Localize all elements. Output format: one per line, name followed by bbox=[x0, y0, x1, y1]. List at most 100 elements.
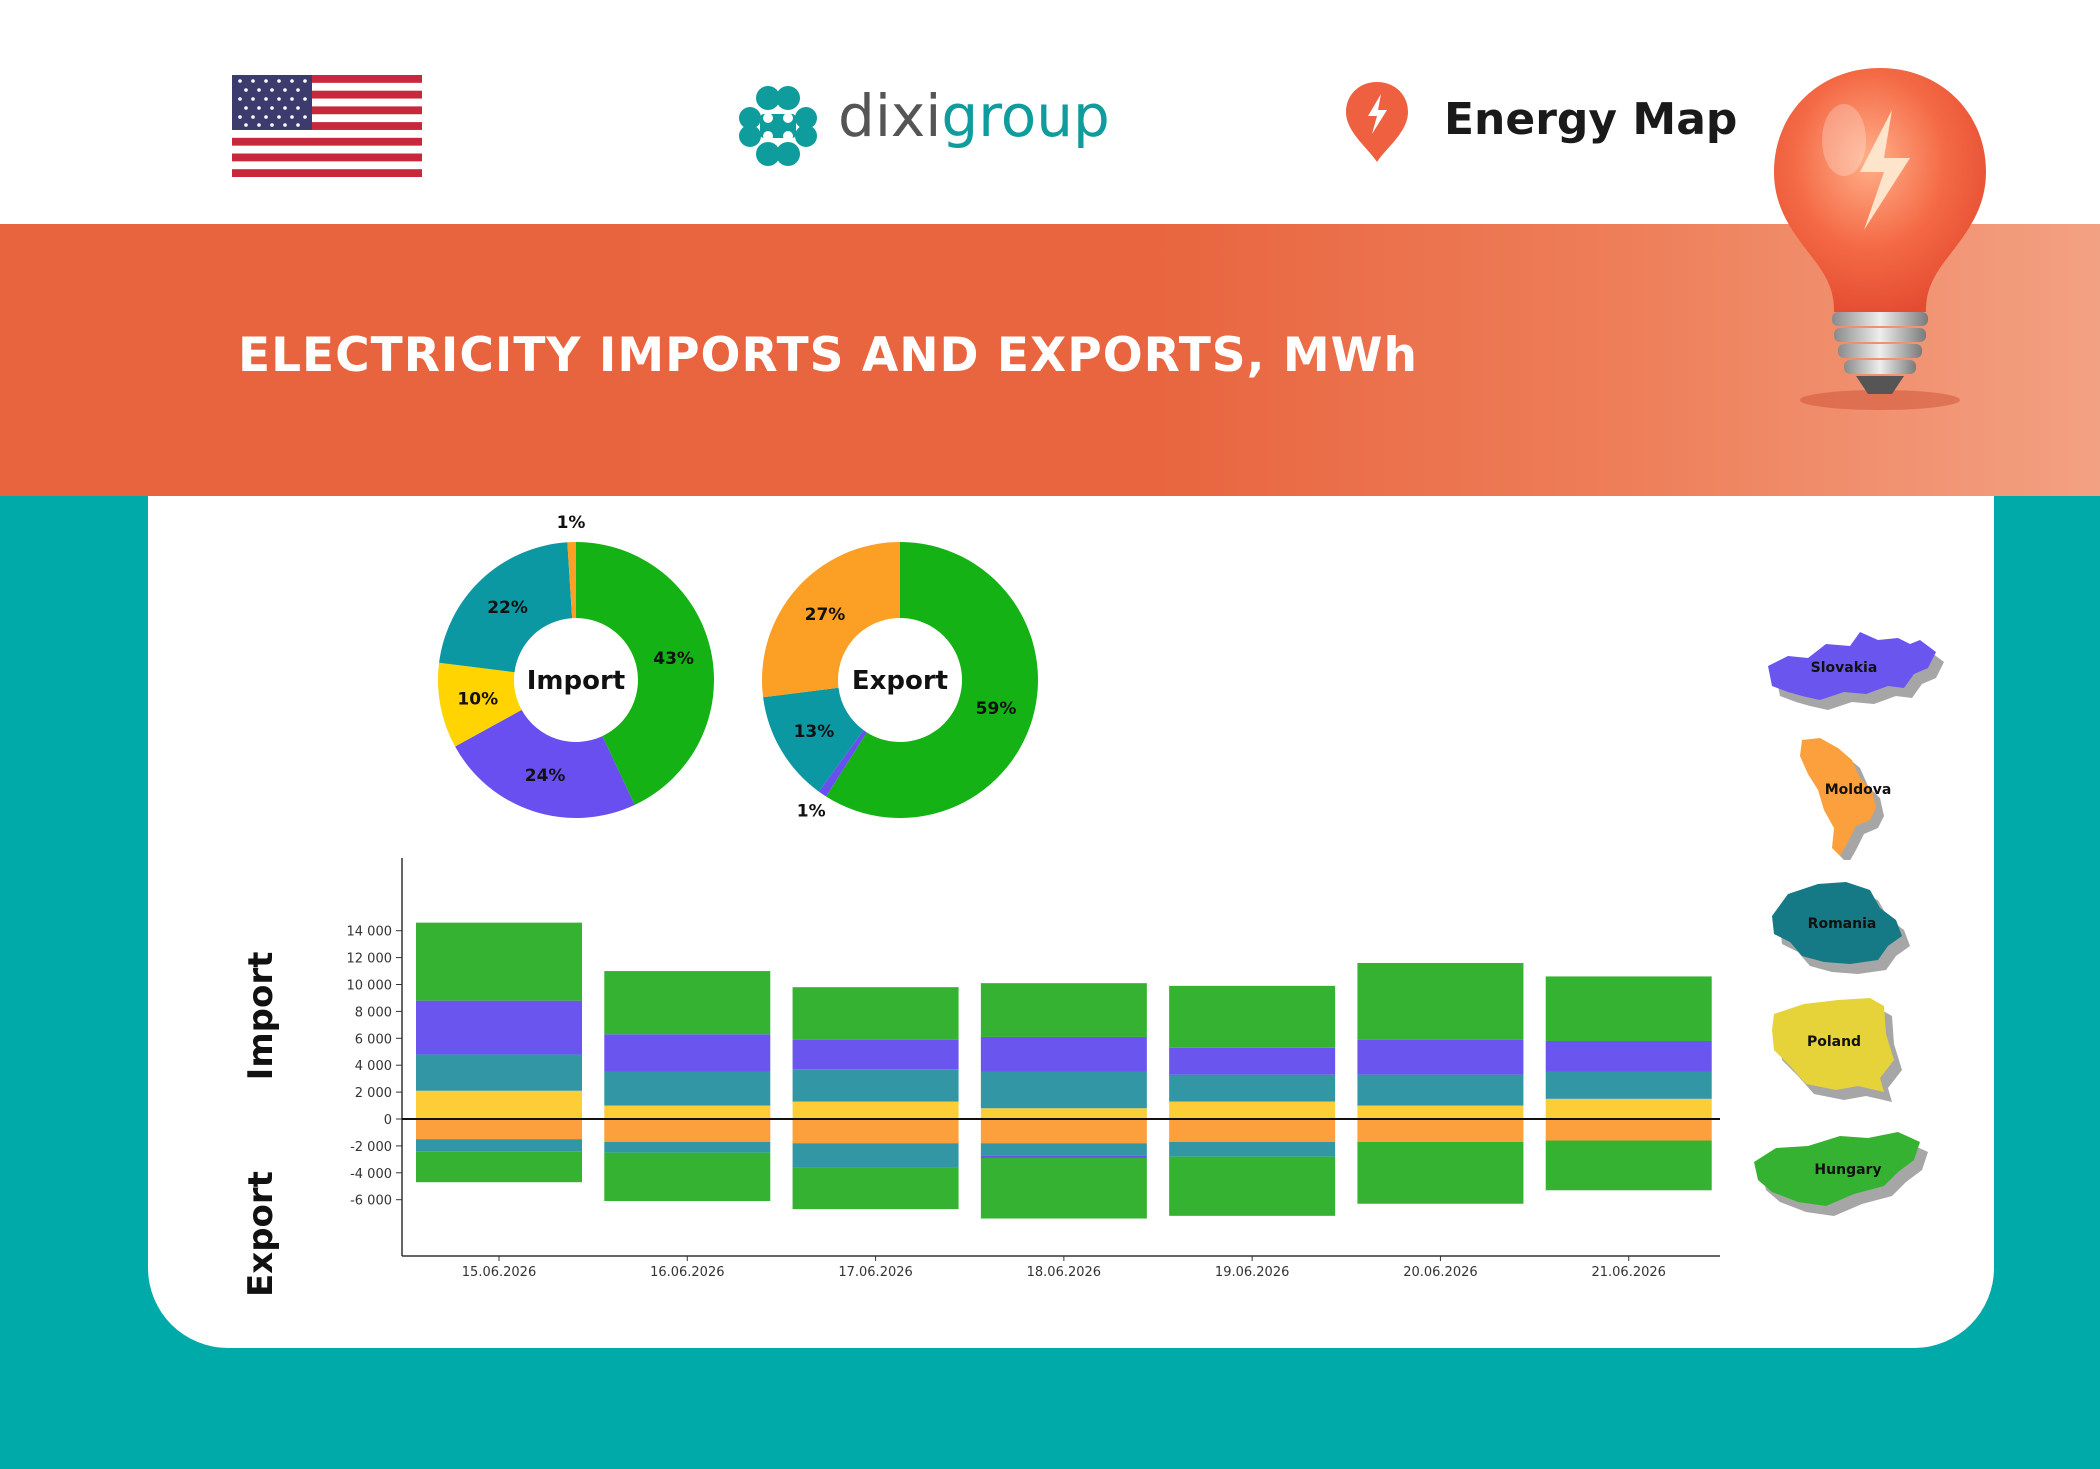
chart-card: 43% 24% 10% 22% 1% Import 59% 1% 13% 27% Export 15.… bbox=[148, 496, 1994, 1348]
bar-romania-import[interactable] bbox=[1357, 1074, 1524, 1106]
bar-poland-import[interactable] bbox=[1357, 1105, 1524, 1119]
bar-hungary-import[interactable] bbox=[416, 922, 582, 1001]
export-slice-label: 13% bbox=[794, 722, 835, 742]
y-tick-label: -6 000 bbox=[350, 1194, 392, 1209]
export-donut-slice[interactable] bbox=[818, 730, 867, 797]
dixigroup-logo-icon[interactable] bbox=[738, 84, 818, 168]
energy-map-pin-icon bbox=[1346, 82, 1408, 162]
bar-moldova-export[interactable] bbox=[1545, 1119, 1712, 1141]
bar-slovakia-import[interactable] bbox=[792, 1039, 959, 1070]
bar-hungary-export[interactable] bbox=[980, 1158, 1147, 1219]
x-tick-label: 16.06.2026 bbox=[650, 1265, 724, 1280]
bar-poland-import[interactable] bbox=[980, 1108, 1147, 1119]
bar-hungary-export[interactable] bbox=[1357, 1141, 1524, 1204]
y-tick-label: 6 000 bbox=[355, 1032, 392, 1047]
logo-text-dixi: dixi bbox=[838, 82, 942, 150]
bar-romania-export[interactable] bbox=[416, 1139, 582, 1152]
x-tick-label: 15.06.2026 bbox=[462, 1265, 536, 1280]
x-tick-label: 20.06.2026 bbox=[1403, 1265, 1477, 1280]
bar-hungary-export[interactable] bbox=[1545, 1140, 1712, 1191]
bar-slovakia-import[interactable] bbox=[1169, 1047, 1336, 1075]
moldova-map-icon: Moldova bbox=[1800, 738, 1891, 864]
export-slice-label: 59% bbox=[976, 699, 1017, 719]
bar-moldova-export[interactable] bbox=[980, 1119, 1147, 1144]
bar-hungary-import[interactable] bbox=[980, 983, 1147, 1037]
bar-romania-import[interactable] bbox=[1169, 1074, 1336, 1102]
x-tick-label: 18.06.2026 bbox=[1027, 1265, 1101, 1280]
bar-romania-export[interactable] bbox=[1169, 1141, 1336, 1157]
import-donut-slice[interactable] bbox=[567, 542, 576, 619]
x-tick-label: 17.06.2026 bbox=[838, 1265, 912, 1280]
romania-map-icon: Romania bbox=[1772, 882, 1910, 974]
logo-text: dixigroup bbox=[838, 82, 1110, 150]
title-banner: ELECTRICITY IMPORTS AND EXPORTS, MWh bbox=[0, 224, 2100, 496]
import-donut-slice[interactable] bbox=[439, 542, 573, 673]
legend-label-poland: Poland bbox=[1807, 1034, 1861, 1050]
legend-item-romania: Romania bbox=[1738, 872, 1938, 982]
y-tick-label: 10 000 bbox=[347, 979, 393, 994]
us-flag-icon[interactable] bbox=[232, 75, 422, 177]
light-bulb-icon bbox=[1774, 68, 1986, 410]
bar-romania-export[interactable] bbox=[792, 1143, 959, 1168]
export-slice-label: 27% bbox=[805, 605, 846, 625]
y-tick-label: 0 bbox=[384, 1113, 392, 1128]
bar-slovakia-export[interactable] bbox=[980, 1155, 1147, 1159]
import-donut-slice[interactable] bbox=[437, 662, 522, 747]
bar-slovakia-import[interactable] bbox=[980, 1036, 1147, 1072]
bar-slovakia-import[interactable] bbox=[1357, 1039, 1524, 1075]
bar-poland-import[interactable] bbox=[792, 1101, 959, 1119]
y-tick-label: -2 000 bbox=[350, 1140, 392, 1155]
y-tick-label: 4 000 bbox=[355, 1059, 392, 1074]
bar-poland-import[interactable] bbox=[416, 1090, 582, 1119]
bar-hungary-import[interactable] bbox=[1169, 985, 1336, 1048]
bar-romania-import[interactable] bbox=[980, 1071, 1147, 1109]
page-title: ELECTRICITY IMPORTS AND EXPORTS, MWh bbox=[238, 328, 1418, 383]
import-donut-title: Import bbox=[527, 666, 626, 696]
import-donut-slice[interactable] bbox=[576, 542, 714, 805]
import-axis-label: Import bbox=[241, 952, 281, 1081]
bar-hungary-export[interactable] bbox=[1169, 1156, 1336, 1216]
bar-romania-import[interactable] bbox=[416, 1054, 582, 1091]
bar-slovakia-import[interactable] bbox=[1545, 1040, 1712, 1072]
export-donut-slice[interactable] bbox=[826, 542, 1038, 818]
bar-romania-import[interactable] bbox=[604, 1071, 771, 1106]
y-tick-label: 12 000 bbox=[347, 952, 393, 967]
bar-hungary-import[interactable] bbox=[1357, 962, 1524, 1040]
bar-poland-import[interactable] bbox=[604, 1105, 771, 1119]
bar-romania-import[interactable] bbox=[1545, 1071, 1712, 1099]
bar-slovakia-import[interactable] bbox=[416, 1000, 582, 1055]
bar-hungary-import[interactable] bbox=[1545, 976, 1712, 1041]
product-name: Energy Map bbox=[1444, 94, 1738, 145]
bar-moldova-export[interactable] bbox=[1169, 1119, 1336, 1142]
y-tick-label: 2 000 bbox=[355, 1086, 392, 1101]
import-donut-slice[interactable] bbox=[455, 709, 635, 818]
bar-poland-import[interactable] bbox=[1545, 1098, 1712, 1119]
import-slice-label: 43% bbox=[653, 649, 694, 669]
bar-hungary-export[interactable] bbox=[792, 1167, 959, 1210]
export-donut-slice[interactable] bbox=[763, 687, 864, 792]
bar-moldova-export[interactable] bbox=[416, 1119, 582, 1140]
bar-moldova-export[interactable] bbox=[604, 1119, 771, 1142]
bar-poland-import[interactable] bbox=[1169, 1101, 1336, 1119]
import-slice-label: 24% bbox=[525, 766, 566, 786]
y-tick-label: 14 000 bbox=[347, 925, 393, 940]
bar-romania-export[interactable] bbox=[604, 1141, 771, 1153]
legend-item-hungary: Hungary bbox=[1728, 1122, 1928, 1232]
legend-item-slovakia: Slovakia bbox=[1748, 616, 1948, 726]
bar-romania-import[interactable] bbox=[792, 1069, 959, 1102]
bar-slovakia-import[interactable] bbox=[604, 1034, 771, 1072]
legend-label-romania: Romania bbox=[1808, 916, 1877, 932]
bar-hungary-export[interactable] bbox=[416, 1151, 582, 1183]
bar-romania-export[interactable] bbox=[980, 1143, 1147, 1156]
export-donut-slice[interactable] bbox=[762, 542, 900, 698]
bar-moldova-export[interactable] bbox=[792, 1119, 959, 1144]
bar-hungary-export[interactable] bbox=[604, 1152, 771, 1202]
top-header: dixigroup Energy Map bbox=[0, 0, 2100, 224]
logo-text-group: group bbox=[941, 82, 1110, 150]
x-tick-label: 21.06.2026 bbox=[1591, 1265, 1665, 1280]
bar-moldova-export[interactable] bbox=[1357, 1119, 1524, 1142]
legend-item-poland: Poland bbox=[1744, 990, 1944, 1102]
hungary-map-icon: Hungary bbox=[1754, 1132, 1928, 1216]
bar-hungary-import[interactable] bbox=[792, 987, 959, 1040]
bar-hungary-import[interactable] bbox=[604, 971, 771, 1035]
